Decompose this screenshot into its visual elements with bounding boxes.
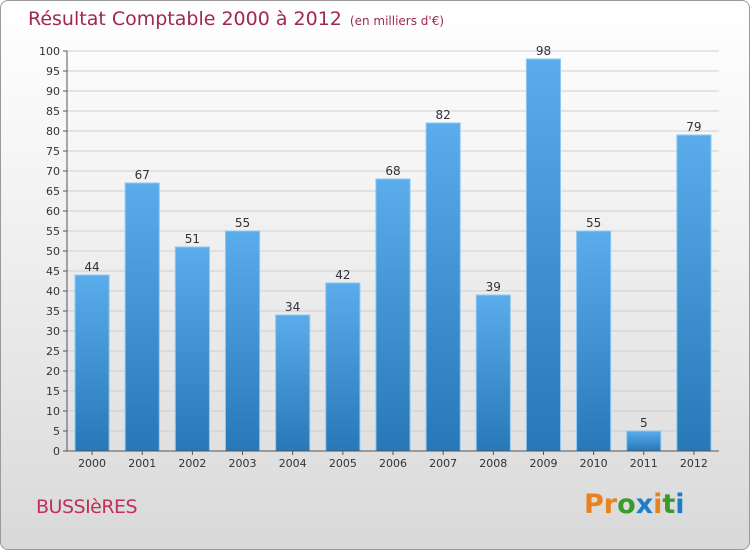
y-tick-label: 60 <box>46 205 60 218</box>
y-tick-label: 5 <box>53 425 60 438</box>
y-tick-label: 55 <box>46 225 60 238</box>
bar-2001 <box>124 182 160 452</box>
bar-value-label: 67 <box>135 168 150 182</box>
bar-value-label: 55 <box>235 216 250 230</box>
bar-value-label: 68 <box>385 164 400 178</box>
y-tick-label: 20 <box>46 365 60 378</box>
bar-2009 <box>525 58 562 452</box>
logo-letter: r <box>603 489 618 520</box>
logo-letter: i <box>653 489 663 520</box>
logo-letter: P <box>584 489 604 520</box>
y-tick-label: 0 <box>53 445 60 458</box>
y-tick-label: 80 <box>46 125 60 138</box>
x-tick-label: 2010 <box>580 457 608 470</box>
y-tick-label: 95 <box>46 65 60 78</box>
y-tick-label: 75 <box>46 145 60 158</box>
x-tick-label: 2008 <box>479 457 507 470</box>
bar-2006 <box>375 178 411 452</box>
logo-letter: o <box>617 489 636 520</box>
x-tick-label: 2007 <box>429 457 457 470</box>
bar-2000 <box>74 274 110 452</box>
x-tick-label: 2012 <box>680 457 708 470</box>
x-tick-label: 2000 <box>78 457 106 470</box>
y-tick-label: 15 <box>46 385 60 398</box>
y-tick-label: 10 <box>46 405 60 418</box>
bar-2003 <box>224 230 261 452</box>
x-tick-label: 2004 <box>279 457 307 470</box>
x-tick-label: 2003 <box>229 457 257 470</box>
y-tick-label: 40 <box>46 285 60 298</box>
x-tick-label: 2006 <box>379 457 407 470</box>
bar-2011 <box>626 430 662 452</box>
y-tick-label: 35 <box>46 305 60 318</box>
y-tick-label: 45 <box>46 265 60 278</box>
chart-title: Résultat Comptable 2000 à 2012 <box>28 8 342 30</box>
bar-value-label: 44 <box>84 260 99 274</box>
chart-subtitle: (en milliers d'€) <box>349 14 445 28</box>
bar-value-label: 82 <box>436 108 451 122</box>
bar-value-label: 98 <box>536 44 551 58</box>
y-axis: 0 5 10 15 20 25 30 35 40 45 50 55 60 65 70 75 80 85 90 95 10… <box>39 45 68 458</box>
x-tick-label: 2001 <box>128 457 156 470</box>
x-tick-label: 2011 <box>630 457 658 470</box>
bar-value-label: 5 <box>640 416 648 430</box>
y-tick-label: 90 <box>46 85 60 98</box>
x-tick-label: 2009 <box>529 457 557 470</box>
bar-value-label: 39 <box>486 280 501 294</box>
y-tick-label: 30 <box>46 325 60 338</box>
y-tick-label: 25 <box>46 345 60 358</box>
x-tick-label: 2005 <box>329 457 357 470</box>
bar-value-label: 55 <box>586 216 601 230</box>
x-axis: 2000 2001 2002 2003 2004 2005 2006 2007 2008 2009… <box>67 450 719 470</box>
bar-2002 <box>174 246 210 452</box>
bar-value-label: 79 <box>686 120 701 134</box>
y-tick-label: 100 <box>39 45 60 58</box>
y-tick-label: 85 <box>46 105 60 118</box>
bar-2007 <box>425 122 461 452</box>
y-tick-label: 65 <box>46 185 60 198</box>
logo-letter: x <box>635 489 654 520</box>
bar-2010 <box>576 230 612 452</box>
y-tick-label: 50 <box>46 245 60 258</box>
chart-title-block: Résultat Comptable 2000 à 2012 (en millie… <box>28 8 444 30</box>
proxiti-logo: Proxiti <box>584 489 685 520</box>
commune-name: BUSSIèRES <box>36 496 138 518</box>
bar-value-label: 42 <box>335 268 350 282</box>
bar-2005 <box>325 282 361 452</box>
y-tick-label: 70 <box>46 165 60 178</box>
logo-letter: i <box>675 489 685 520</box>
logo-letter: t <box>662 489 676 520</box>
bar-2012 <box>676 134 712 452</box>
bar-2008 <box>475 294 511 452</box>
bar-2004 <box>275 314 311 452</box>
x-tick-label: 2002 <box>178 457 206 470</box>
bar-value-label: 51 <box>185 232 200 246</box>
bar-value-label: 34 <box>285 300 300 314</box>
